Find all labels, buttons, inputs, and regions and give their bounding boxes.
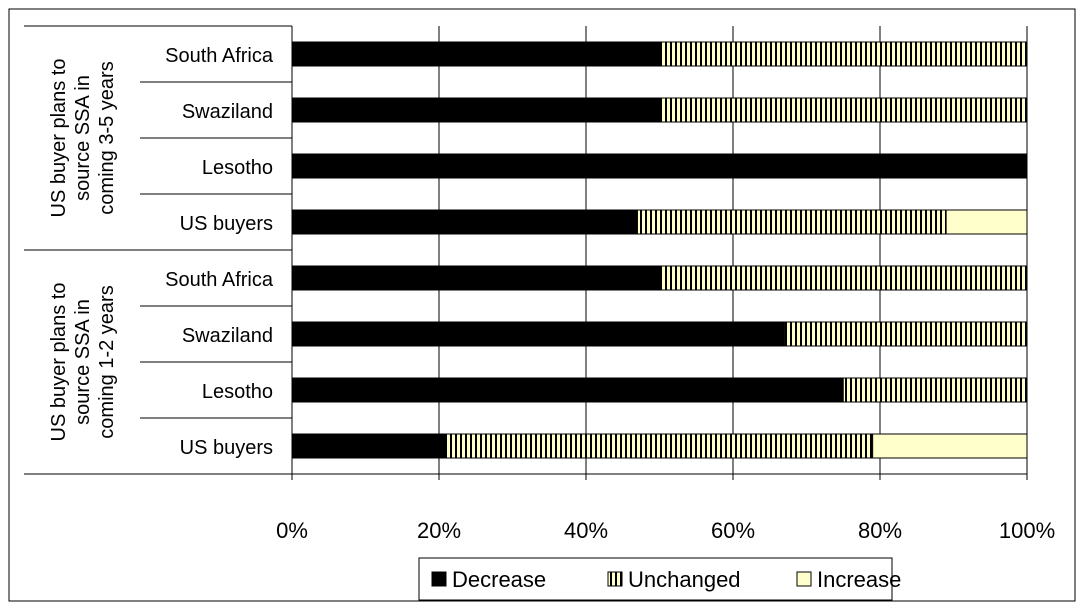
- bar-decrease: [291, 41, 660, 67]
- bar-unchanged: [659, 97, 1028, 123]
- axes: [24, 25, 1028, 480]
- group-label: US buyer plans to source SSA in coming 3-5…: [48, 59, 118, 218]
- bar-decrease: [291, 321, 785, 347]
- x-tick-label: 0%: [276, 518, 308, 543]
- bar-unchanged: [842, 377, 1028, 403]
- category-label: Swaziland: [182, 101, 273, 123]
- x-tick-labels: 0% 20% 40% 60% 80% 100%: [276, 518, 1055, 543]
- bar-decrease: [291, 377, 844, 403]
- group-labels: US buyer plans to source SSA in coming 3-5…: [48, 59, 118, 442]
- legend-swatch-unchanged: [607, 571, 623, 587]
- legend-swatch-increase: [796, 571, 812, 587]
- bar-decrease: [291, 265, 660, 291]
- bar-decrease: [291, 433, 447, 459]
- bar-increase: [945, 209, 1028, 235]
- category-label: US buyers: [180, 213, 273, 235]
- x-tick-label: 100%: [999, 518, 1055, 543]
- bar-unchanged: [636, 209, 947, 235]
- bar-decrease: [291, 209, 638, 235]
- legend-label: Increase: [817, 567, 901, 592]
- category-label: Swaziland: [182, 325, 273, 347]
- bar-unchanged: [659, 265, 1028, 291]
- legend-label: Unchanged: [628, 567, 741, 592]
- bar-unchanged: [445, 433, 874, 459]
- bar-unchanged: [783, 321, 1028, 347]
- x-tick-label: 80%: [858, 518, 902, 543]
- x-tick-label: 20%: [417, 518, 461, 543]
- legend-swatch-decrease: [431, 571, 447, 587]
- category-label: South Africa: [165, 45, 274, 67]
- x-tick-label: 40%: [564, 518, 608, 543]
- category-label: Lesotho: [202, 157, 273, 179]
- group-label: US buyer plans to source SSA in coming 1-2…: [48, 283, 118, 442]
- category-label: Lesotho: [202, 381, 273, 403]
- bar-unchanged: [659, 41, 1028, 67]
- bars: [291, 41, 1028, 459]
- bar-decrease: [291, 97, 660, 123]
- legend-box: [418, 557, 893, 601]
- x-tick-label: 60%: [711, 518, 755, 543]
- category-label: US buyers: [180, 437, 273, 459]
- legend-label: Decrease: [452, 567, 546, 592]
- category-label: South Africa: [165, 269, 274, 291]
- legend: Decrease Unchanged Increase: [418, 557, 901, 601]
- bar-decrease: [291, 153, 1028, 179]
- category-labels: South Africa Swaziland Lesotho US buyers Sou…: [165, 45, 274, 459]
- bar-increase: [872, 433, 1028, 459]
